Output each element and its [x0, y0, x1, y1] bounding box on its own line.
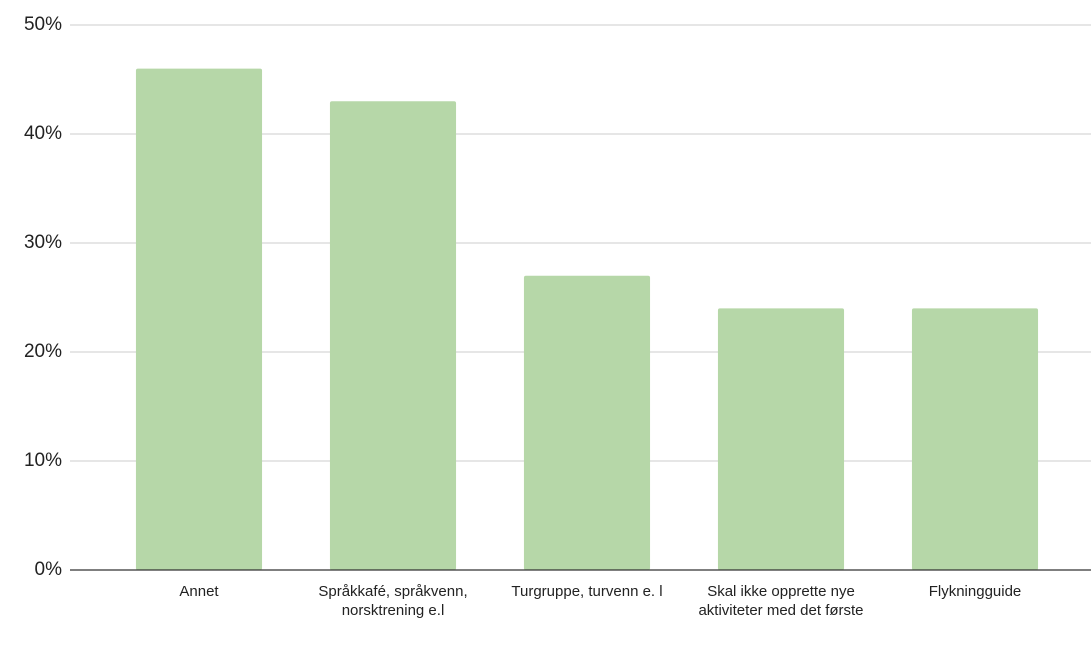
y-tick-label: 40%: [24, 123, 62, 144]
y-tick-label: 30%: [24, 232, 62, 253]
bar: [911, 308, 1039, 570]
y-tick-label: 10%: [24, 450, 62, 471]
x-tick-label: Annet: [179, 583, 219, 600]
x-tick-label: Flykningguide: [929, 583, 1022, 600]
bar: [717, 308, 845, 570]
bar: [523, 275, 651, 570]
y-tick-label: 0%: [35, 559, 63, 580]
y-tick-label: 50%: [24, 14, 62, 35]
x-tick-label: Språkkafé, språkvenn, norsktrening e.l: [318, 583, 467, 619]
bar: [329, 101, 457, 571]
y-tick-label: 20%: [24, 341, 62, 362]
x-tick-label: Turgruppe, turvenn e. l: [511, 583, 662, 600]
bar: [135, 68, 263, 570]
x-tick-label: Skal ikke opprette nye aktiviteter med de…: [698, 583, 863, 619]
